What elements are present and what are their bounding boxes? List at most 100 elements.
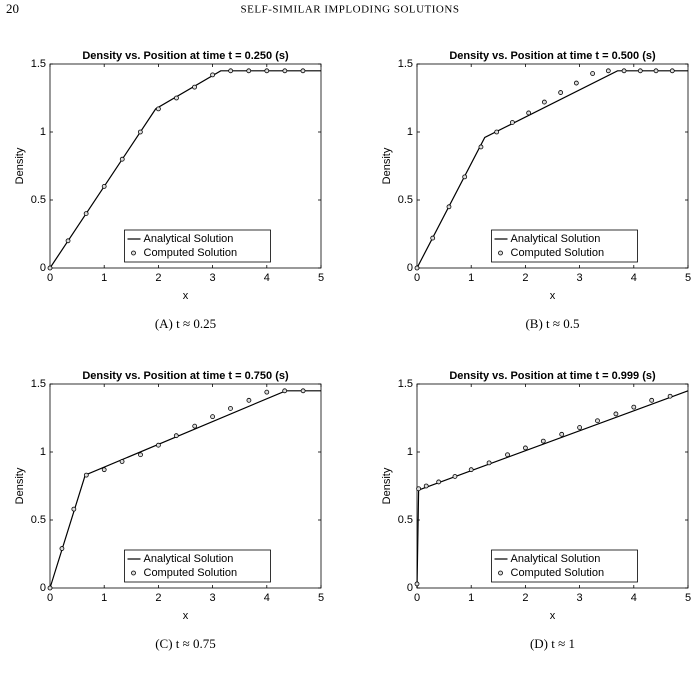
computed-marker [300,68,306,74]
x-tick-label: 3 [577,272,583,284]
computed-marker [605,68,611,74]
x-tick-label: 4 [631,272,637,284]
y-tick-label: 1.5 [398,378,413,390]
y-tick-label: 1 [40,446,46,458]
chart-title: Density vs. Position at time t = 0.999 (… [449,370,656,382]
computed-marker [282,68,288,74]
computed-marker [423,483,429,489]
computed-marker [173,433,179,439]
y-tick-label: 0 [407,582,413,594]
computed-marker [65,238,71,244]
computed-marker [613,411,619,417]
x-tick-label: 1 [468,592,474,604]
computed-marker [264,389,270,395]
legend-label: Analytical Solution [144,553,234,565]
computed-marker [71,506,77,512]
x-tick-label: 3 [210,272,216,284]
computed-marker [452,474,458,479]
computed-marker [83,211,89,217]
analytical-line [416,70,688,269]
page-number: 20 [6,1,19,16]
computed-marker [47,265,53,271]
legend-marker [131,570,136,576]
computed-marker [486,460,492,466]
x-tick-label: 5 [685,592,691,604]
computed-marker [559,431,565,437]
legend-label: Computed Solution [144,567,238,579]
computed-marker [478,144,484,150]
computed-marker [210,414,216,420]
computed-marker [590,71,596,76]
legend-label: Analytical Solution [511,233,601,245]
computed-marker [667,393,673,399]
computed-marker [669,68,675,74]
computed-marker [101,467,107,473]
y-tick-label: 1.5 [31,58,46,70]
caption: (B) t ≈ 0.5 [525,316,579,331]
x-tick-label: 3 [577,592,583,604]
legend-box [491,549,638,583]
computed-marker [631,404,637,410]
x-tick-label: 0 [414,592,420,604]
x-tick-label: 2 [522,272,528,284]
legend-marker [131,250,136,256]
computed-marker [414,581,420,587]
x-tick-label: 5 [318,272,324,284]
caption: (D) t ≈ 1 [530,636,575,651]
computed-marker [119,156,125,162]
y-tick-label: 1 [40,126,46,138]
caption: (A) t ≈ 0.25 [155,316,216,331]
x-tick-label: 0 [414,272,420,284]
computed-marker [155,442,161,448]
y-tick-label: 1.5 [31,378,46,390]
y-axis-label: Density [14,467,26,504]
x-tick-label: 4 [264,592,270,604]
chart-title: Density vs. Position at time t = 0.250 (… [82,50,289,62]
computed-marker [282,388,288,394]
computed-marker [83,472,89,478]
y-tick-label: 0.5 [31,194,46,206]
computed-marker [192,84,197,90]
running-title: SELF-SIMILAR IMPLODING SOLUTIONS [241,4,460,16]
computed-marker [573,80,579,86]
y-axis-label: Density [14,147,26,184]
legend-label: Analytical Solution [511,553,601,565]
computed-marker [47,585,53,591]
computed-marker [494,129,500,135]
x-tick-label: 2 [155,272,161,284]
x-tick-label: 1 [468,272,474,284]
x-axis-label: x [183,290,189,302]
computed-marker [637,68,643,74]
computed-marker [505,452,510,458]
computed-marker [228,406,233,411]
caption: (C) t ≈ 0.75 [155,636,216,651]
legend-label: Computed Solution [511,247,605,259]
analytical-line [49,70,321,269]
x-axis-label: x [550,610,556,622]
computed-marker [540,438,546,444]
x-tick-label: 0 [47,272,53,284]
legend-marker [498,570,503,576]
y-tick-label: 0 [407,262,413,274]
legend-box [124,549,271,583]
computed-marker [462,174,468,180]
computed-marker [192,423,198,429]
x-tick-label: 5 [318,592,324,604]
legend-box [491,229,638,263]
x-tick-label: 4 [631,592,637,604]
x-tick-label: 2 [155,592,161,604]
computed-marker [174,95,179,101]
computed-marker [264,68,270,74]
computed-marker [246,397,252,403]
y-tick-label: 1 [407,446,413,458]
y-tick-label: 0 [40,582,46,594]
y-axis-label: Density [381,147,393,184]
computed-marker [526,110,532,116]
x-tick-label: 1 [101,592,107,604]
y-tick-label: 0.5 [398,514,413,526]
computed-marker [416,486,422,492]
computed-marker [653,68,659,74]
computed-marker [430,235,436,241]
x-tick-label: 4 [264,272,270,284]
